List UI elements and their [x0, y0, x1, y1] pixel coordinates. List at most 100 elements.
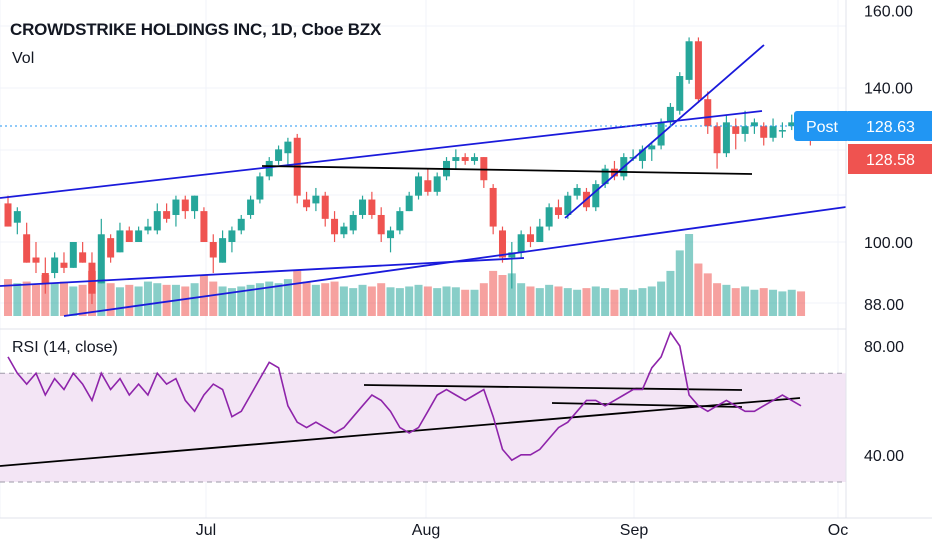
volume-bar	[255, 283, 264, 316]
candle	[116, 230, 124, 253]
volume-bar	[479, 283, 488, 316]
volume-bar	[78, 284, 87, 316]
volume-bar	[759, 288, 768, 316]
volume-bar	[489, 270, 498, 316]
volume-bar	[545, 284, 554, 316]
candle	[722, 122, 730, 154]
price-badges: Post 128.63 128.58	[0, 111, 932, 174]
candle	[135, 230, 143, 242]
volume-bar	[13, 283, 22, 316]
candle	[284, 141, 292, 154]
volume-bar	[769, 289, 778, 316]
volume-bar	[97, 279, 106, 316]
volume-bar	[750, 289, 759, 316]
candle	[23, 234, 31, 263]
last-price-badge	[848, 144, 932, 174]
candle	[88, 262, 96, 294]
candle	[415, 176, 423, 196]
volume-bar	[41, 275, 50, 316]
volume-bar	[591, 286, 600, 316]
volume-bar	[395, 288, 404, 316]
volume-bar	[302, 281, 311, 316]
candle	[219, 238, 227, 263]
candle	[60, 262, 68, 268]
volume-label: Vol	[12, 50, 35, 67]
candle	[125, 230, 133, 242]
post-price-text: 128.63	[866, 119, 915, 136]
rsi-tick-label: 40.00	[864, 448, 904, 465]
volume-bar	[246, 284, 255, 316]
candle	[247, 199, 255, 215]
volume-bar	[377, 283, 386, 316]
candle	[97, 234, 105, 284]
volume-bar	[199, 275, 208, 316]
candle	[601, 168, 609, 185]
candle	[32, 257, 40, 263]
volume-bar	[22, 281, 31, 316]
time-axis[interactable]: Jul Aug Sep Oc	[196, 522, 848, 539]
volume-bar	[106, 283, 115, 316]
candle	[359, 199, 367, 215]
candle	[694, 41, 702, 100]
volume-bar	[358, 284, 367, 316]
candle	[172, 199, 180, 215]
volume-bar	[50, 283, 59, 316]
candle	[312, 195, 320, 204]
candle	[666, 106, 674, 123]
volume-bar	[339, 286, 348, 316]
volume-bar	[610, 289, 619, 316]
candle	[778, 130, 786, 132]
candle	[760, 126, 768, 138]
candle	[638, 149, 646, 161]
volume-bar	[386, 287, 395, 316]
volume-bar	[181, 286, 190, 316]
candle	[592, 184, 600, 208]
candle	[405, 195, 413, 212]
candle	[237, 218, 245, 231]
volume-bar	[293, 270, 302, 316]
candle	[676, 76, 684, 111]
price-axis[interactable]: 88.00 100.00 140.00 160.00	[864, 3, 913, 314]
candle	[256, 176, 264, 200]
volume-bar	[414, 284, 423, 316]
volume-bar	[507, 273, 516, 316]
rsi-line	[7, 330, 802, 462]
volume-bar	[162, 284, 171, 316]
candle	[461, 157, 469, 161]
volume-bar	[69, 286, 78, 316]
volume-bar	[209, 281, 218, 316]
candle	[321, 195, 329, 219]
last-price-text: 128.58	[866, 152, 915, 169]
candle	[545, 207, 553, 227]
volume-bar	[526, 286, 535, 316]
volume-bar	[442, 286, 451, 316]
candle	[433, 176, 441, 192]
price-tick-label: 140.00	[864, 81, 913, 98]
price-tick-label: 100.00	[864, 235, 913, 252]
volume-bar	[582, 288, 591, 316]
candle	[788, 122, 796, 127]
candle	[368, 199, 376, 215]
volume-bar	[629, 289, 638, 316]
candle	[331, 218, 339, 235]
candle	[741, 126, 749, 134]
volume-bar	[741, 286, 750, 316]
volume-bar	[190, 283, 199, 316]
time-tick-label: Oc	[828, 522, 848, 539]
candle	[144, 226, 152, 231]
rsi-tick-label: 80.00	[864, 339, 904, 356]
candle	[508, 252, 516, 258]
chart-title: CROWDSTRIKE HOLDINGS INC, 1D, Cboe BZX	[10, 20, 382, 39]
candle	[79, 252, 87, 263]
rsi-axis[interactable]: 40.00 80.00	[864, 339, 904, 465]
trendline-horizontal	[261, 165, 753, 175]
trendline-long-support	[63, 206, 847, 317]
candle	[181, 199, 189, 212]
candle	[303, 199, 311, 208]
candle	[480, 157, 488, 181]
candle	[107, 238, 115, 258]
volume-bar	[619, 288, 628, 316]
volume-bar	[498, 275, 507, 316]
candle	[704, 99, 712, 127]
